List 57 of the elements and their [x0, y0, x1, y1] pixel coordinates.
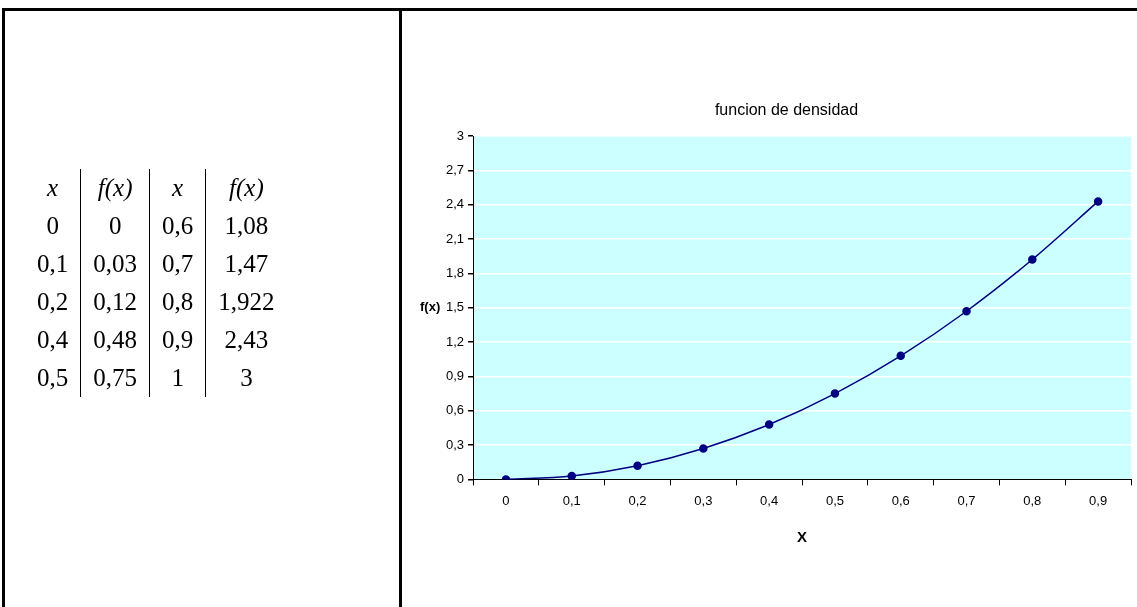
- y-tick-label: 0,9: [445, 368, 465, 384]
- x-axis-title: X: [797, 528, 808, 546]
- x-tick-label: 0,8: [1023, 492, 1042, 508]
- x-tick-label: 0,4: [760, 492, 779, 508]
- point: [962, 306, 971, 316]
- text: x: [149, 169, 206, 207]
- x-tick-label: 0,6: [891, 492, 910, 508]
- text: f(x): [80, 169, 150, 207]
- y-tick-label: 0: [456, 470, 465, 486]
- point: [1093, 197, 1103, 206]
- x-tick-label: 0,9: [1089, 492, 1108, 508]
- text: 0,4: [25, 321, 81, 359]
- point: [830, 389, 840, 398]
- x-tick-label: 0,3: [694, 492, 713, 508]
- y-tick-label: 1,2: [445, 333, 465, 349]
- text: 2,43: [223, 325, 270, 355]
- text: 0,48: [80, 321, 150, 359]
- text: 0: [25, 207, 81, 245]
- y-tick-label: 3: [456, 127, 465, 143]
- text: 1,47: [223, 249, 270, 279]
- text: 0,2: [25, 283, 81, 321]
- point: [764, 420, 774, 429]
- text: 0,6: [149, 207, 206, 245]
- y-tick-label: 2,4: [445, 196, 465, 212]
- text: 0,5: [25, 359, 81, 397]
- point: [1028, 255, 1037, 264]
- text: f(x): [228, 173, 265, 204]
- text: 0,12: [80, 283, 150, 321]
- text: 0,03: [80, 245, 150, 283]
- y-tick-label: 2,1: [445, 230, 465, 246]
- y-tick-label: 1,5: [445, 299, 465, 315]
- text: 3: [239, 363, 254, 393]
- text: 0: [80, 207, 150, 245]
- y-tick-label: 0,3: [445, 436, 465, 452]
- text: 1: [149, 359, 206, 397]
- point: [699, 444, 708, 453]
- text: 0,8: [149, 283, 206, 321]
- point: [633, 461, 642, 470]
- y-tick-label: 0,6: [445, 402, 465, 418]
- y-axis-title: f(x): [420, 299, 441, 315]
- text: 0,75: [80, 359, 150, 397]
- text: x: [25, 169, 81, 207]
- chart-title: funcion de densidad: [714, 101, 859, 119]
- x-tick-label: 0,5: [825, 492, 844, 508]
- x-tick-label: 0,2: [628, 492, 647, 508]
- x-tick-label: 0,1: [562, 492, 581, 508]
- point: [567, 471, 577, 480]
- text: 0,1: [25, 245, 81, 283]
- x-tick-label: 0: [502, 492, 510, 508]
- text: 1,08: [223, 211, 270, 241]
- y-tick-label: 1,8: [445, 265, 465, 281]
- y-tick-label: 2,7: [445, 162, 465, 178]
- text: 0,7: [149, 245, 206, 283]
- text: 0,9: [149, 321, 206, 359]
- x-tick-label: 0,7: [957, 492, 976, 508]
- point: [896, 351, 905, 361]
- text: 1,922: [217, 287, 276, 317]
